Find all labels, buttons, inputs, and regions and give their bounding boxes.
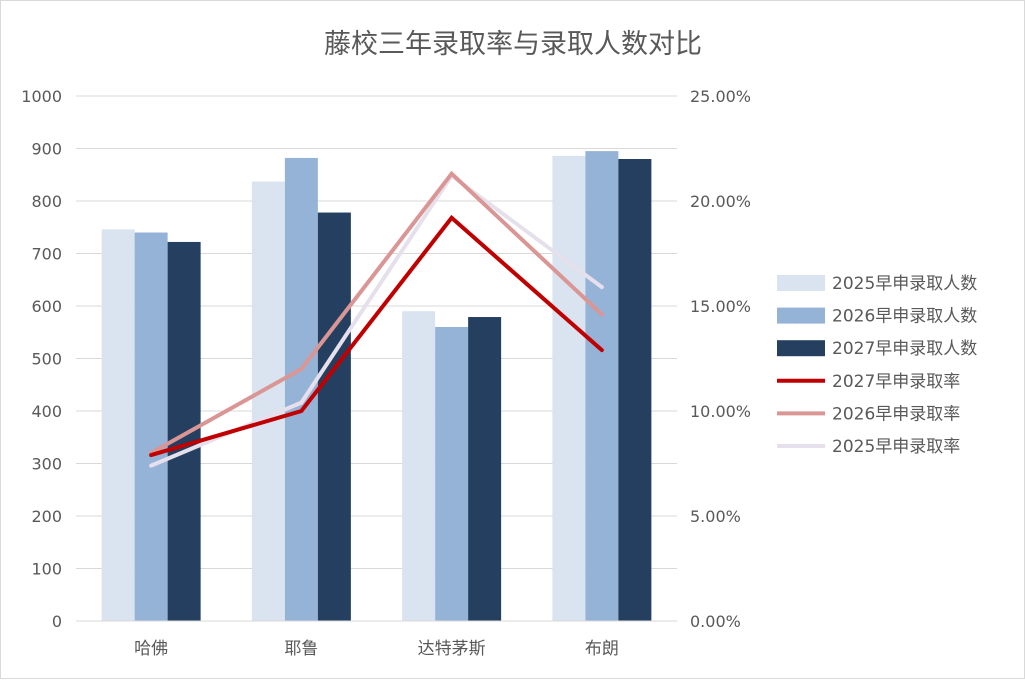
category-labels: 哈佛 耶鲁 达特茅斯 布朗	[134, 639, 619, 659]
right-tick-label: 15.00%	[690, 297, 751, 316]
rate-line	[149, 172, 604, 468]
category-label: 布朗	[585, 639, 619, 659]
legend-label: 2025早申录取人数	[832, 274, 977, 294]
bar-group	[101, 151, 652, 622]
bar	[435, 327, 469, 621]
legend-label: 2027早申录取率	[832, 372, 960, 392]
left-tick-label: 700	[31, 245, 62, 264]
right-tick-label: 20.00%	[690, 192, 751, 211]
left-tick-label: 600	[31, 297, 62, 316]
bar	[317, 212, 351, 622]
line-group	[149, 170, 604, 468]
bar	[284, 157, 318, 621]
chart-title: 藤校三年录取率与录取人数对比	[324, 29, 702, 60]
legend-swatch	[777, 275, 825, 291]
legend-label: 2025早申录取率	[832, 437, 960, 457]
category-label: 达特茅斯	[418, 639, 486, 659]
left-tick-label: 400	[31, 402, 62, 421]
legend-label: 2026早申录取人数	[832, 307, 977, 327]
left-tick-label: 800	[31, 192, 62, 211]
category-label: 哈佛	[134, 639, 168, 659]
legend-label: 2027早申录取人数	[832, 339, 977, 359]
legend: 2025早申录取人数 2026早申录取人数 2027早申录取人数 2027早申录取率 2…	[777, 274, 977, 457]
left-tick-label: 0	[52, 612, 62, 631]
left-tick-label: 900	[31, 140, 62, 159]
bar	[618, 159, 652, 621]
bar	[585, 151, 619, 621]
bar	[167, 241, 201, 621]
legend-label: 2026早申录取率	[832, 404, 960, 424]
right-y-axis: 0.00% 5.00% 10.00% 15.00% 20.00% 25.00%	[690, 87, 751, 631]
left-tick-label: 300	[31, 455, 62, 474]
legend-swatch	[777, 307, 825, 324]
left-tick-label: 200	[31, 507, 62, 526]
right-tick-label: 0.00%	[690, 612, 741, 631]
right-tick-label: 25.00%	[690, 87, 751, 106]
bar	[101, 229, 135, 621]
rate-line	[149, 214, 604, 458]
legend-swatch	[777, 340, 825, 357]
bar	[552, 155, 586, 621]
category-label: 耶鲁	[284, 639, 318, 659]
right-tick-label: 5.00%	[690, 507, 741, 526]
left-tick-label: 1000	[21, 87, 62, 106]
bar	[251, 181, 285, 621]
left-tick-label: 100	[31, 560, 62, 579]
left-y-axis: 0 100 200 300 400 500 600 700 800 900 1000	[21, 87, 62, 631]
bar	[468, 317, 502, 621]
bar	[134, 232, 168, 621]
left-tick-label: 500	[31, 350, 62, 369]
bar	[402, 311, 436, 621]
right-tick-label: 10.00%	[690, 402, 751, 421]
rate-line	[149, 170, 604, 455]
